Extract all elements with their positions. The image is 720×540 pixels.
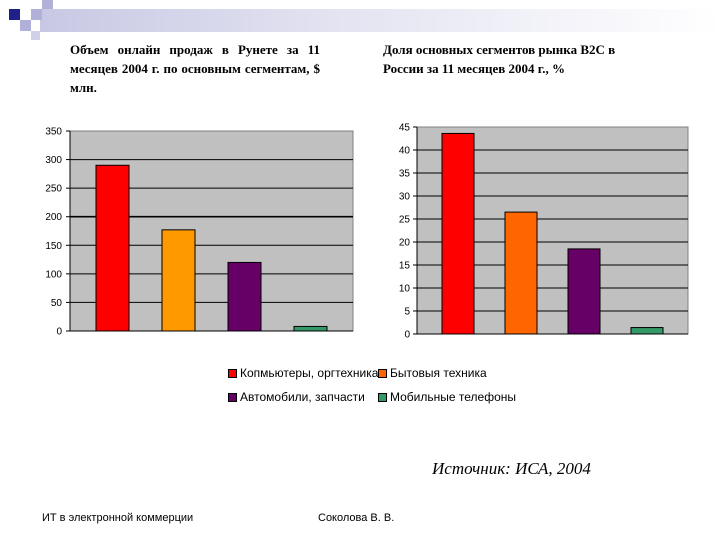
y-tick-label: 35 (399, 169, 411, 180)
legend-swatch (228, 368, 237, 378)
y-tick-label: 250 (45, 184, 62, 195)
bar-1 (441, 132, 475, 335)
y-tick-label: 20 (399, 238, 411, 249)
y-tick-label: 300 (45, 155, 62, 166)
bar-2 (161, 229, 196, 332)
legend-item-computers: Копмьютеры, оргтехника (228, 366, 378, 380)
bar-2 (504, 211, 538, 335)
y-tick-label: 15 (399, 261, 411, 272)
sales-volume-chart: 0 50 100 150 200 250 300 350 (45, 127, 354, 338)
source-note: Источник: ИСА, 2004 (432, 459, 591, 478)
segment-share-chart: 0 5 10 15 20 25 30 35 40 45 (399, 123, 689, 341)
y-tick-label: 25 (399, 215, 411, 226)
legend-item-appliances: Бытовыя техника (378, 366, 487, 380)
legend-swatch (378, 392, 387, 402)
y-tick-label: 350 (45, 127, 62, 138)
y-tick-label: 0 (56, 327, 62, 338)
y-tick-label: 150 (45, 241, 62, 252)
deco-square (42, 0, 53, 9)
y-tick-label: 45 (399, 123, 411, 134)
legend-label: Мобильные телефоны (390, 390, 517, 404)
legend-label: Бытовыя техника (390, 366, 487, 380)
y-tick-label: 10 (399, 284, 411, 295)
legend-item-phones: Мобильные телефоны (378, 390, 516, 404)
y-tick-label: 30 (399, 192, 411, 203)
legend-label: Автомобили, запчасти (240, 390, 365, 404)
y-tick-label: 40 (399, 146, 411, 157)
legend-swatch (378, 368, 387, 378)
bar-1 (95, 164, 130, 332)
deco-square (31, 31, 40, 40)
title-decoration (0, 0, 720, 40)
y-tick-label: 0 (404, 330, 410, 341)
footer-author: Соколова В. В. (318, 512, 395, 524)
y-tick-label: 5 (404, 307, 410, 318)
chart-2-title: Доля основных сегментов рынка B2C в Росс… (383, 42, 616, 76)
y-tick-label: 100 (45, 269, 62, 280)
bar-3 (227, 261, 262, 332)
legend-swatch (228, 392, 237, 402)
footer-course-title: ИТ в электронной коммерции (42, 512, 194, 524)
bar-3 (567, 248, 601, 335)
deco-square (9, 9, 20, 20)
y-tick-label: 50 (51, 298, 63, 309)
legend-label: Копмьютеры, оргтехника (240, 366, 379, 380)
y-tick-label: 200 (45, 212, 62, 223)
deco-square (31, 9, 42, 20)
chart-1-title: Объем онлайн продаж в Рунете за 11 месяц… (70, 42, 320, 95)
chart-legend: Копмьютеры, оргтехника Бытовыя техника А… (228, 366, 528, 406)
bar-4 (630, 327, 664, 335)
deco-square (20, 20, 31, 31)
corner-squares-decoration (9, 0, 53, 40)
legend-item-auto: Автомобили, запчасти (228, 390, 365, 404)
title-gradient-bar (40, 9, 720, 32)
